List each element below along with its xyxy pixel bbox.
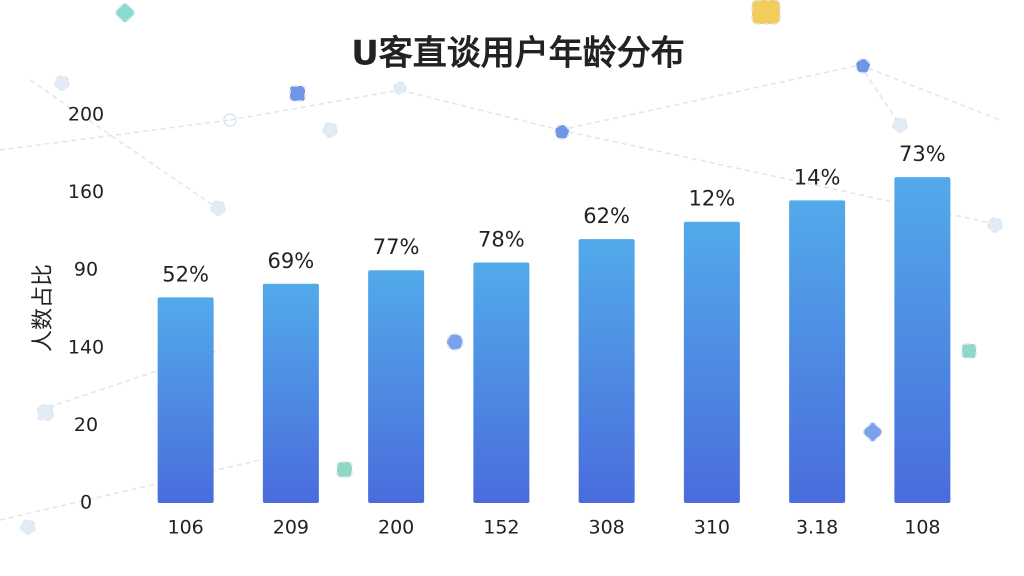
- x-tick-label: 106: [167, 517, 203, 539]
- background-network: [0, 0, 1003, 535]
- bar-label: 14%: [794, 165, 841, 189]
- y-tick-label: 90: [74, 259, 98, 281]
- bar: [473, 262, 530, 503]
- bar: [578, 239, 635, 503]
- bar-label: 62%: [583, 204, 630, 228]
- bar-label: 12%: [689, 187, 736, 211]
- chart-title: U客直谈用户年龄分布: [351, 34, 685, 74]
- y-tick-label: 140: [68, 336, 104, 358]
- x-tick-label: 308: [588, 517, 624, 539]
- y-tick-label: 200: [68, 104, 104, 126]
- bar: [262, 283, 319, 503]
- bar: [368, 270, 425, 503]
- bar-label: 78%: [478, 227, 525, 251]
- x-tick-label: 152: [483, 517, 519, 539]
- bar-label: 69%: [268, 249, 315, 273]
- x-tick-label: 310: [694, 517, 730, 539]
- x-tick-label: 3.18: [796, 517, 838, 539]
- y-tick-label: 0: [80, 492, 92, 514]
- y-tick-label: 160: [68, 181, 104, 203]
- y-tick-label: 20: [74, 414, 98, 436]
- bar-label: 73%: [899, 142, 946, 166]
- bar: [157, 297, 214, 503]
- x-tick-label: 200: [378, 517, 414, 539]
- bar: [683, 221, 740, 503]
- bar: [789, 200, 846, 504]
- bar-label: 77%: [373, 235, 420, 259]
- x-tick-label: 108: [904, 517, 940, 539]
- bar-label: 52%: [162, 262, 209, 286]
- bar: [894, 177, 951, 503]
- y-axis-label: 人数占比: [31, 264, 56, 352]
- x-tick-label: 209: [273, 517, 309, 539]
